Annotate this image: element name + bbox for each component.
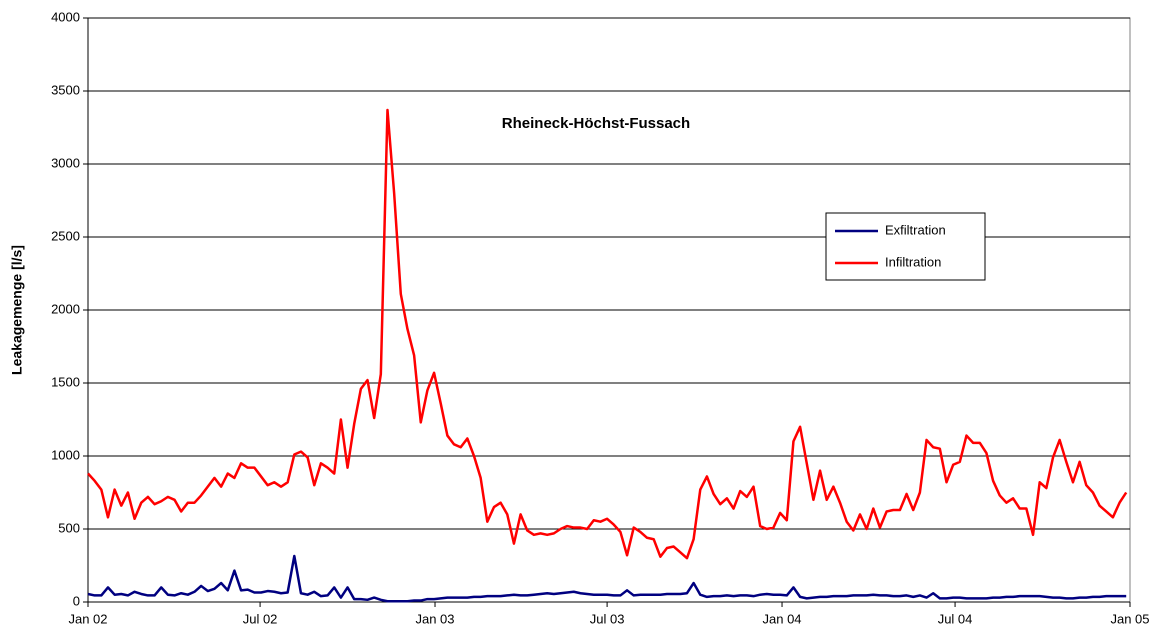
legend: Exfiltration Infiltration bbox=[825, 212, 986, 281]
y-tick-label: 3500 bbox=[51, 82, 80, 97]
grid: 0 500 1000 1500 2000 2500 3000 3500 4000 Jan 02 Ju… bbox=[51, 9, 1149, 626]
x-tick-label: Jul 04 bbox=[938, 611, 973, 626]
y-tick-label: 1500 bbox=[51, 374, 80, 389]
y-tick-label: 0 bbox=[73, 593, 80, 608]
x-tick-label: Jan 03 bbox=[415, 611, 454, 626]
lines bbox=[87, 108, 1128, 603]
legend-box bbox=[825, 212, 986, 281]
series-line bbox=[87, 554, 1127, 603]
y-tick-label: 2000 bbox=[51, 301, 80, 316]
legend-label: Infiltration bbox=[885, 254, 941, 269]
y-tick-label: 1000 bbox=[51, 447, 80, 462]
x-tick-label: Jan 02 bbox=[68, 611, 107, 626]
x-tick-label: Jan 05 bbox=[1110, 611, 1149, 626]
y-tick-label: 500 bbox=[58, 520, 80, 535]
y-axis-label: Leakagemenge [l/s] bbox=[9, 245, 25, 375]
x-tick-label: Jul 03 bbox=[590, 611, 625, 626]
y-tick-label: 3000 bbox=[51, 155, 80, 170]
legend-label: Exfiltration bbox=[885, 222, 946, 237]
x-tick-label: Jul 02 bbox=[243, 611, 278, 626]
y-tick-label: 2500 bbox=[51, 228, 80, 243]
chart-title: Rheineck-Höchst-Fussach bbox=[502, 115, 690, 132]
y-tick-label: 4000 bbox=[51, 9, 80, 24]
x-tick-label: Jan 04 bbox=[763, 611, 802, 626]
series-line bbox=[87, 108, 1128, 560]
